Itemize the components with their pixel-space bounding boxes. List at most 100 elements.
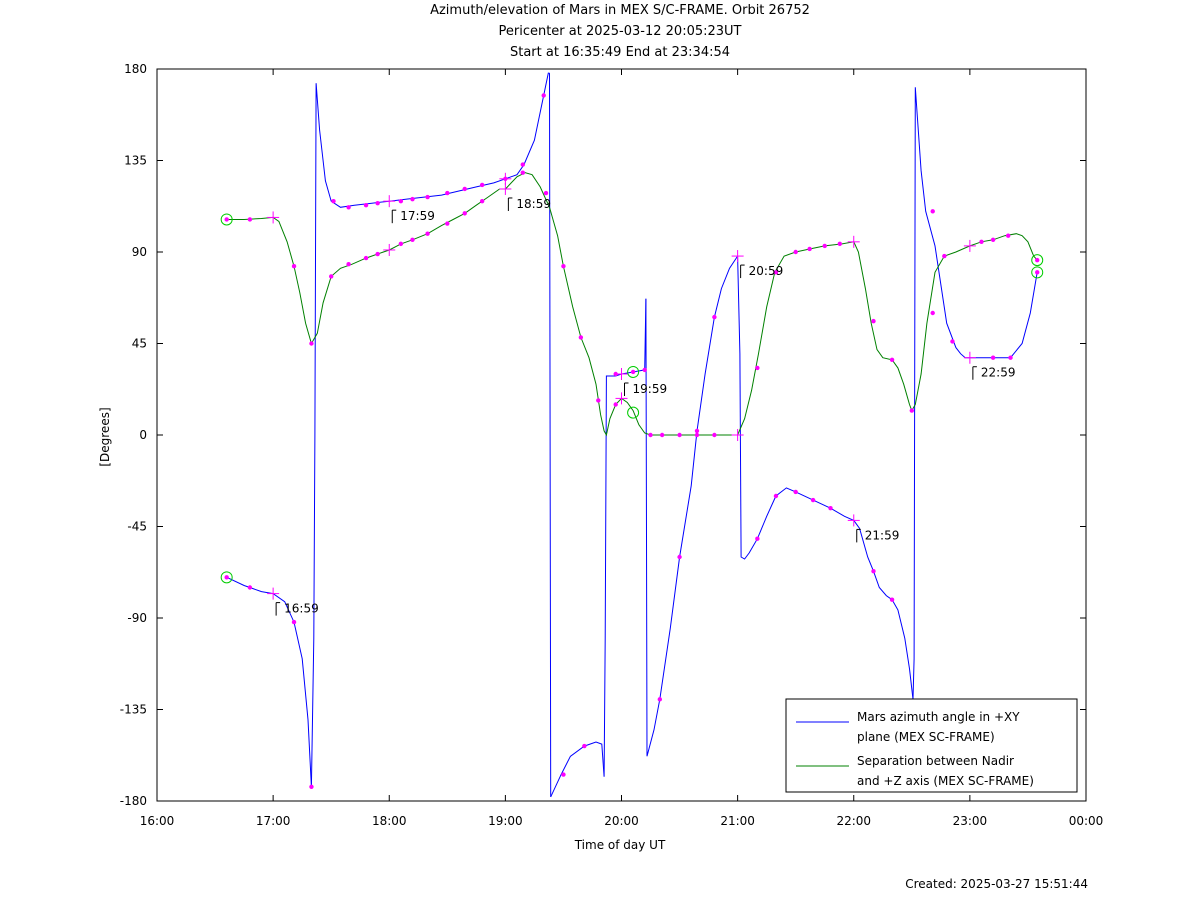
legend-label-separation-1: Separation between Nadir [857, 754, 1014, 768]
created-timestamp: Created: 2025-03-27 15:51:44 [905, 877, 1088, 891]
point-marker-azimuth [793, 489, 798, 495]
point-marker-separation [712, 432, 717, 438]
x-tick-label: 00:00 [1069, 814, 1104, 828]
annotation-label: 22:59 [981, 366, 1016, 380]
circle-marker-separation [627, 406, 640, 419]
axes: 16:00 17:00 18:00 19:00 20:00 21:00 22:00 23:00… [120, 62, 1104, 828]
annotation-label: 19:59 [633, 382, 668, 396]
y-tick-label: -135 [120, 703, 147, 717]
y-tick-label: 0 [139, 428, 147, 442]
annotation-label: 17:59 [400, 209, 435, 223]
series-line-azimuth [549, 73, 552, 797]
x-tick-label: 17:00 [256, 814, 291, 828]
point-marker-separation [291, 264, 297, 269]
point-marker-separation [346, 262, 351, 267]
annotation-label: 16:59 [284, 602, 319, 616]
point-marker-separation [363, 255, 369, 261]
x-axis-label: Time of day UT [574, 838, 666, 852]
point-marker-azimuth [346, 205, 351, 210]
point-marker-separation [648, 432, 653, 438]
point-marker-azimuth [755, 536, 760, 541]
point-marker-separation [773, 270, 779, 275]
point-marker-separation [479, 198, 485, 204]
annotation-label: 21:59 [865, 528, 900, 542]
point-marker-azimuth [1008, 355, 1013, 360]
point-marker-separation [247, 217, 253, 222]
chart-title-line-2: Pericenter at 2025-03-12 20:05:23UT [498, 24, 742, 39]
y-axis-label: [Degrees] [98, 407, 112, 466]
point-marker-azimuth [871, 569, 876, 574]
circle-marker-azimuth [627, 365, 640, 378]
y-tick-label: 90 [132, 245, 147, 259]
point-marker-separation [578, 335, 584, 340]
point-marker-separation [889, 357, 895, 362]
x-tick-label: 16:00 [140, 814, 175, 828]
y-tick-label: -45 [127, 520, 147, 534]
chart-title-line-3: Start at 16:35:49 End at 23:34:54 [509, 45, 731, 60]
x-tick-label: 22:00 [836, 814, 871, 828]
circle-marker-azimuth [220, 571, 233, 584]
point-marker-azimuth [630, 369, 636, 375]
point-marker-azimuth [520, 162, 525, 167]
point-marker-azimuth [828, 506, 833, 511]
point-marker-azimuth [398, 198, 404, 204]
point-marker-azimuth [677, 554, 682, 560]
y-tick-label: -90 [127, 611, 147, 625]
point-marker-separation [659, 432, 665, 438]
series-layer [220, 72, 1044, 798]
annotation-label: 18:59 [516, 197, 551, 211]
x-tick-label: 21:00 [720, 814, 755, 828]
x-tick-label: 18:00 [372, 814, 407, 828]
point-marker-azimuth [773, 493, 779, 499]
legend-label-azimuth-2: plane (MEX SC-FRAME) [857, 730, 995, 744]
point-marker-separation [930, 310, 935, 316]
series-line-azimuth [550, 741, 605, 798]
point-marker-separation [822, 243, 827, 249]
point-marker-azimuth [224, 575, 229, 580]
point-marker-azimuth [331, 198, 336, 204]
point-marker-azimuth [1035, 270, 1040, 275]
point-marker-separation [398, 241, 404, 247]
circle-marker-separation [1031, 254, 1044, 267]
point-marker-azimuth [247, 585, 253, 590]
y-tick-label: 180 [124, 62, 147, 76]
point-marker-azimuth [410, 196, 415, 202]
series-line-azimuth [645, 255, 739, 757]
point-marker-azimuth [582, 743, 587, 749]
point-marker-separation [561, 264, 566, 269]
point-marker-azimuth [309, 784, 314, 789]
series-line-azimuth [912, 87, 1038, 700]
annotation-label: 20:59 [749, 264, 784, 278]
point-marker-azimuth [642, 367, 647, 373]
point-marker-azimuth [291, 619, 297, 625]
y-tick-label: 45 [132, 337, 147, 351]
point-marker-separation [543, 190, 549, 196]
point-marker-separation [990, 237, 996, 242]
point-marker-separation [909, 408, 915, 413]
point-marker-separation [942, 253, 947, 259]
point-marker-azimuth [363, 203, 369, 208]
point-marker-separation [694, 432, 700, 438]
point-marker-azimuth [479, 182, 485, 188]
point-marker-separation [375, 251, 380, 257]
point-marker-separation [755, 365, 760, 371]
x-tick-label: 23:00 [953, 814, 988, 828]
point-marker-separation [1005, 233, 1011, 238]
point-marker-azimuth [712, 314, 717, 320]
legend-label-separation-2: and +Z axis (MEX SC-FRAME) [857, 774, 1034, 788]
legend-label-azimuth-1: Mars azimuth angle in +XY [857, 710, 1020, 724]
point-marker-separation [807, 246, 812, 252]
point-marker-azimuth [810, 497, 816, 503]
point-marker-separation [309, 341, 314, 346]
point-marker-azimuth [694, 428, 700, 434]
x-tick-label: 20:00 [604, 814, 639, 828]
point-marker-separation [462, 211, 467, 216]
point-marker-separation [677, 432, 682, 438]
point-marker-azimuth [561, 772, 566, 777]
legend-box [785, 698, 1078, 793]
point-marker-separation [410, 237, 415, 242]
point-marker-separation [1035, 257, 1040, 263]
point-marker-azimuth [889, 597, 895, 602]
legend: Mars azimuth angle in +XY plane (MEX SC-… [785, 698, 1078, 793]
